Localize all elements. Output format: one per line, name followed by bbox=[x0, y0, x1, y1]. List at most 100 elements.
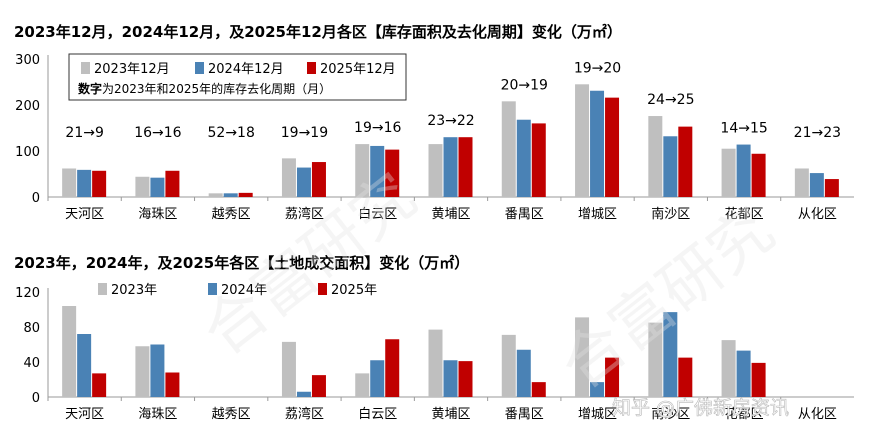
legend-label: 2025年12月 bbox=[320, 62, 396, 77]
bar-2025年12月 bbox=[92, 170, 107, 197]
bar-2023年 bbox=[648, 322, 663, 397]
legend-swatch bbox=[318, 283, 327, 295]
legend-label: 2023年12月 bbox=[94, 62, 170, 77]
y-tick-label: 200 bbox=[15, 99, 40, 114]
x-tick-label: 黄埔区 bbox=[431, 207, 470, 222]
y-tick-label: 300 bbox=[15, 53, 40, 68]
x-tick-label: 番禺区 bbox=[505, 207, 544, 222]
cycle-label: 19→19 bbox=[281, 125, 328, 141]
x-tick-label: 海珠区 bbox=[138, 207, 177, 222]
cycle-label: 16→16 bbox=[134, 125, 181, 141]
bar-2025年12月 bbox=[238, 192, 253, 197]
legend-label: 2024年 bbox=[221, 283, 267, 298]
cycle-label: 21→23 bbox=[794, 125, 841, 141]
y-tick-label: 100 bbox=[15, 145, 40, 160]
x-tick-label: 花都区 bbox=[725, 206, 764, 222]
bar-2025年 bbox=[385, 339, 400, 397]
bar-2025年12月 bbox=[385, 149, 400, 197]
bar-2023年 bbox=[135, 346, 150, 397]
bar-2024年12月 bbox=[809, 173, 824, 197]
bar-2023年 bbox=[62, 306, 77, 397]
bar-2023年12月 bbox=[721, 148, 736, 197]
inventory-cycle-labels: 21→9 16→16 52→18 19→19 19→16 23→22 20→19 19→20 2… bbox=[65, 60, 841, 141]
y-tick-label: 80 bbox=[23, 321, 40, 336]
bar-2025年12月 bbox=[458, 137, 473, 197]
cycle-label: 23→22 bbox=[427, 113, 474, 129]
bar-2025年 bbox=[92, 373, 107, 397]
bar-2023年 bbox=[281, 341, 296, 397]
bar-2024年12月 bbox=[370, 145, 385, 197]
bar-2024年12月 bbox=[663, 136, 678, 197]
bar-2025年 bbox=[605, 357, 620, 397]
legend-label: 2023年 bbox=[111, 283, 157, 298]
legend-note-text: 为2023年和2025年的库存去化周期（月） bbox=[102, 81, 331, 96]
inventory-legend: 2023年12月 2024年12月 2025年12月数字为2023年和2025年的库… bbox=[68, 53, 407, 101]
bar-2025年 bbox=[165, 372, 180, 397]
inventory-x-labels: 天河区 海珠区 越秀区 荔湾区 白云区 黄埔区 番禺区 增城区 南沙区 花都区 从化区 bbox=[65, 206, 837, 222]
bar-2024年 bbox=[150, 344, 165, 397]
bar-2024年 bbox=[516, 349, 531, 397]
bar-2023年 bbox=[721, 340, 736, 397]
x-tick-label: 荔湾区 bbox=[285, 206, 324, 222]
bar-2025年12月 bbox=[531, 123, 546, 197]
bar-2024年 bbox=[77, 334, 92, 397]
legend-note: 数字为2023年和2025年的库存去化周期（月） bbox=[78, 81, 331, 96]
bar-2024年 bbox=[296, 391, 311, 397]
bar-2025年12月 bbox=[605, 97, 620, 197]
x-tick-label: 海珠区 bbox=[138, 407, 177, 422]
bar-2025年12月 bbox=[165, 170, 180, 197]
legend-swatch bbox=[81, 62, 90, 74]
bar-2024年12月 bbox=[150, 177, 165, 197]
x-tick-label: 白云区 bbox=[358, 206, 397, 222]
x-tick-label: 越秀区 bbox=[212, 407, 251, 422]
bar-2023年12月 bbox=[355, 144, 370, 197]
bar-2024年 bbox=[736, 350, 751, 397]
bar-2025年 bbox=[458, 361, 473, 397]
land-bars bbox=[62, 306, 766, 397]
x-tick-label: 越秀区 bbox=[212, 207, 251, 222]
x-tick-label: 南沙区 bbox=[651, 206, 690, 222]
bar-2023年12月 bbox=[135, 176, 150, 197]
x-tick-label: 番禺区 bbox=[505, 407, 544, 422]
inventory-chart-title: 2023年12月，2024年12月，及2025年12月各区【库存面积及去化周期】… bbox=[14, 23, 622, 41]
x-tick-label: 黄埔区 bbox=[431, 407, 470, 422]
bar-2025年 bbox=[751, 362, 766, 397]
cycle-label: 52→18 bbox=[208, 125, 255, 141]
bar-2023年12月 bbox=[281, 158, 296, 197]
bar-2023年12月 bbox=[208, 193, 223, 197]
x-tick-label: 从化区 bbox=[798, 407, 837, 422]
x-tick-label: 荔湾区 bbox=[285, 406, 324, 422]
bar-2025年 bbox=[531, 382, 546, 397]
land-x-labels: 天河区 海珠区 越秀区 荔湾区 白云区 黄埔区 番禺区 增城区 南沙区 花都区 从化区 bbox=[65, 406, 837, 422]
bar-2025年12月 bbox=[824, 179, 839, 197]
land-chart-title: 2023年，2024年，及2025年各区【土地成交面积】变化（万㎡） bbox=[14, 254, 469, 272]
x-tick-label: 增城区 bbox=[578, 207, 617, 222]
watermark-footer: 知乎 @广佛新房资讯 bbox=[612, 397, 789, 419]
bar-2025年 bbox=[311, 375, 326, 397]
bar-2023年 bbox=[428, 329, 443, 397]
legend-swatch bbox=[98, 283, 107, 295]
bar-2023年 bbox=[575, 317, 590, 397]
bar-2025年12月 bbox=[678, 126, 693, 197]
legend-note-bold: 数字 bbox=[78, 81, 102, 96]
legend-swatch bbox=[307, 62, 316, 74]
cycle-label: 19→20 bbox=[574, 60, 621, 76]
cycle-label: 14→15 bbox=[720, 121, 767, 137]
y-tick-label: 0 bbox=[32, 391, 40, 406]
cycle-label: 19→16 bbox=[354, 120, 401, 136]
x-tick-label: 天河区 bbox=[65, 207, 104, 222]
bar-2023年12月 bbox=[501, 101, 516, 197]
bar-2024年 bbox=[370, 360, 385, 397]
y-tick-label: 0 bbox=[32, 191, 40, 206]
x-tick-label: 南沙区 bbox=[651, 406, 690, 422]
bar-2023年12月 bbox=[62, 168, 77, 197]
x-tick-label: 增城区 bbox=[578, 407, 617, 422]
x-tick-label: 花都区 bbox=[725, 406, 764, 422]
bar-2024年12月 bbox=[223, 193, 238, 197]
land-chart: 2023年，2024年，及2025年各区【土地成交面积】变化（万㎡） 0 40 80… bbox=[14, 254, 854, 422]
legend-label: 2024年12月 bbox=[208, 62, 284, 77]
inventory-bars bbox=[62, 84, 839, 197]
x-tick-label: 天河区 bbox=[65, 407, 104, 422]
